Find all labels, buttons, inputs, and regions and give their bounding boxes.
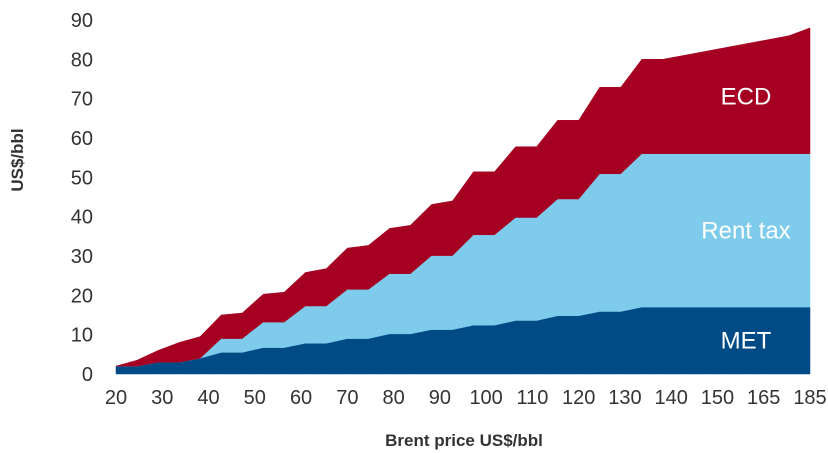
x-tick-label: 120 bbox=[562, 387, 595, 409]
y-tick-label: 40 bbox=[71, 207, 93, 229]
x-tick-label: 30 bbox=[151, 387, 173, 409]
x-tick-label: 165 bbox=[747, 387, 780, 409]
y-tick-label: 60 bbox=[71, 128, 93, 150]
y-tick-label: 10 bbox=[71, 325, 93, 347]
x-tick-label: 130 bbox=[608, 387, 641, 409]
y-tick-label: 20 bbox=[71, 285, 93, 307]
x-tick-label: 110 bbox=[516, 387, 548, 409]
x-axis-title: Brent price US$/bbl bbox=[385, 431, 543, 450]
series-label-rent-tax: Rent tax bbox=[701, 217, 790, 244]
x-tick-label: 60 bbox=[290, 387, 312, 409]
plot-areas bbox=[115, 27, 811, 375]
x-tick-label: 20 bbox=[105, 387, 127, 409]
series-labels: MET Rent tax ECD bbox=[701, 84, 790, 355]
x-tick-label: 140 bbox=[655, 387, 688, 409]
y-tick-label: 80 bbox=[71, 49, 93, 71]
y-axis-ticks: 0 10 20 30 40 50 60 70 80 90 bbox=[71, 10, 93, 386]
y-tick-label: 30 bbox=[71, 246, 93, 268]
series-label-met: MET bbox=[721, 328, 772, 355]
area-ecd bbox=[115, 27, 811, 367]
x-tick-label: 40 bbox=[197, 387, 219, 409]
x-tick-label: 100 bbox=[469, 387, 502, 409]
x-tick-label: 80 bbox=[382, 387, 404, 409]
y-tick-label: 50 bbox=[71, 167, 93, 189]
y-tick-label: 90 bbox=[71, 10, 93, 32]
x-tick-label: 70 bbox=[336, 387, 358, 409]
x-tick-label: 50 bbox=[244, 387, 266, 409]
x-axis-ticks: 20 30 40 50 60 70 80 90 100 110 120 130 140 150 165 185 bbox=[105, 387, 827, 409]
x-tick-label: 90 bbox=[429, 387, 451, 409]
x-tick-label: 150 bbox=[701, 387, 734, 409]
y-axis-title: US$/bbl bbox=[8, 128, 27, 191]
x-tick-label: 185 bbox=[793, 387, 826, 409]
y-tick-label: 70 bbox=[71, 89, 93, 111]
series-label-ecd: ECD bbox=[721, 84, 772, 111]
y-tick-label: 0 bbox=[82, 364, 93, 386]
